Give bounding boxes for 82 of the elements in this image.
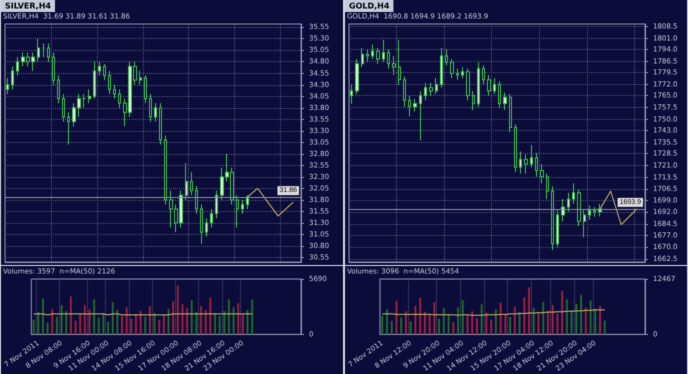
- chart-title: GOLD,H4: [349, 2, 390, 10]
- candlestick: [466, 68, 470, 101]
- candlestick: [450, 58, 454, 79]
- candlestick: [366, 48, 369, 63]
- candlestick: [52, 52, 55, 86]
- candlestick: [185, 162, 188, 200]
- candlestick: [561, 198, 565, 222]
- candlestick: [42, 42, 45, 58]
- candlestick: [498, 80, 501, 109]
- candlestick: [108, 70, 111, 94]
- candlestick: [113, 84, 116, 100]
- candlestick: [11, 66, 14, 90]
- candlestick: [540, 164, 544, 184]
- candlestick: [567, 192, 570, 212]
- candlestick: [361, 47, 364, 68]
- candlestick: [440, 47, 443, 88]
- candlestick: [88, 88, 91, 104]
- candlestick: [350, 84, 353, 104]
- candlestick: [195, 186, 198, 214]
- candlestick: [577, 189, 581, 227]
- candlestick: [408, 95, 411, 117]
- candlestick: [398, 39, 401, 85]
- candlestick: [509, 94, 512, 133]
- candlestick: [572, 182, 575, 204]
- candlestick: [456, 68, 459, 80]
- candlestick: [47, 42, 50, 62]
- candlestick: [435, 78, 438, 95]
- candlestick: [67, 112, 70, 146]
- candlestick: [382, 39, 385, 63]
- candlestick: [376, 47, 380, 64]
- candlestick: [57, 75, 60, 104]
- candlestick: [200, 204, 203, 244]
- candlestick: [535, 152, 538, 178]
- candlestick: [524, 154, 528, 174]
- candlestick: [164, 134, 167, 205]
- candlestick: [118, 88, 121, 108]
- candlestick: [190, 172, 193, 196]
- candlestick: [37, 38, 40, 62]
- candlestick: [236, 194, 239, 228]
- candlestick: [583, 210, 586, 238]
- candlestick: [355, 58, 359, 95]
- candlestick: [487, 74, 491, 96]
- candlestick: [205, 218, 208, 238]
- candlestick: [519, 150, 522, 174]
- candlestick: [503, 92, 507, 110]
- candlestick: [103, 64, 106, 81]
- candlestick: [424, 82, 427, 101]
- candlestick: [445, 48, 448, 66]
- candlestick: [403, 76, 406, 108]
- candlestick: [241, 199, 244, 214]
- candlestick: [530, 144, 533, 168]
- candlestick: [93, 61, 96, 100]
- candlestick: [472, 90, 475, 110]
- candlestick: [477, 62, 480, 108]
- candlestick: [215, 190, 218, 219]
- chart-title: SILVER,H4: [5, 2, 52, 10]
- candlestick: [556, 210, 559, 248]
- candlestick: [392, 55, 396, 76]
- candlestick: [154, 102, 157, 122]
- candlestick: [371, 44, 374, 60]
- candlestick: [16, 56, 19, 76]
- candlestick: [482, 64, 485, 85]
- candlestick: [387, 48, 390, 70]
- candlestick: [144, 75, 147, 104]
- candlestick: [588, 204, 591, 220]
- candlestick: [246, 194, 249, 210]
- candlestick: [593, 206, 596, 218]
- candlestick: [413, 98, 417, 112]
- candlestick: [210, 208, 213, 228]
- candlestick: [149, 93, 152, 122]
- candlestick: [514, 124, 517, 173]
- candlestick: [419, 90, 422, 141]
- candlestick: [546, 173, 549, 200]
- candlestick: [98, 61, 101, 76]
- candlestick: [551, 186, 554, 251]
- candlestick: [493, 78, 496, 95]
- candlestick: [6, 77, 9, 94]
- candlestick: [461, 66, 464, 79]
- candlestick: [62, 93, 65, 122]
- candlestick: [159, 102, 162, 146]
- candlestick: [139, 70, 142, 86]
- candlestick: [429, 82, 433, 96]
